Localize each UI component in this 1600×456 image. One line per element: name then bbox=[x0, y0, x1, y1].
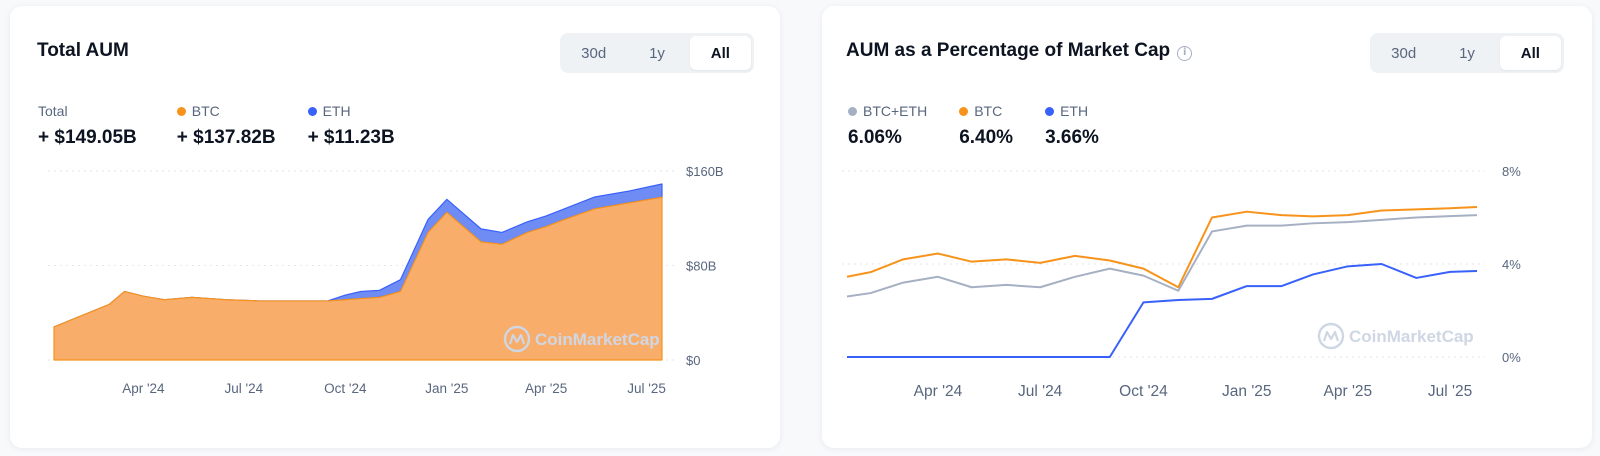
range-all-button[interactable]: All bbox=[689, 36, 751, 70]
legend-value: 3.66% bbox=[1045, 127, 1099, 148]
legend-item-total: Total + $149.05B bbox=[38, 102, 137, 149]
legend-value: + $149.05B bbox=[38, 127, 137, 148]
x-tick-label: Jul '25 bbox=[627, 381, 666, 396]
legend-item-btc: BTC 6.40% bbox=[959, 102, 1013, 149]
btc-area bbox=[53, 196, 663, 361]
btc-dot-icon bbox=[959, 106, 969, 116]
range-all-button[interactable]: All bbox=[1499, 36, 1561, 70]
coinmarketcap-logo-icon bbox=[1317, 322, 1345, 350]
legend-label: BTC bbox=[191, 103, 220, 119]
legend-label: ETH bbox=[1060, 103, 1089, 119]
btc-line bbox=[846, 206, 1478, 289]
legend-label: ETH bbox=[322, 103, 351, 119]
legend-item-eth: ETH + $11.23B bbox=[307, 102, 395, 149]
x-tick-label: Jan '25 bbox=[425, 381, 468, 396]
eth-dot-icon bbox=[307, 106, 317, 116]
legend-item-btc-eth: BTC+ETH 6.06% bbox=[848, 102, 927, 149]
range-30d-button[interactable]: 30d bbox=[1391, 44, 1417, 62]
y-tick-label: 0% bbox=[1502, 350, 1521, 365]
x-tick-label: Apr '25 bbox=[1324, 383, 1373, 400]
legend-label: Total bbox=[38, 103, 68, 119]
card-title: AUM as a Percentage of Market Cap i bbox=[846, 40, 1193, 62]
coinmarketcap-watermark: CoinMarketCap bbox=[503, 325, 660, 353]
y-tick-label: 8% bbox=[1502, 164, 1521, 179]
x-tick-label: Oct '24 bbox=[1119, 383, 1168, 400]
btc-eth-line bbox=[846, 214, 1478, 298]
card-title: Total AUM bbox=[37, 40, 129, 61]
btc-eth-dot-icon bbox=[848, 106, 857, 116]
aum-percentage-chart[interactable]: 0% 4% 8% Apr '24 Jul '24 Oct '24 Jan '25 Apr '2… bbox=[822, 6, 1592, 448]
range-1y-button[interactable]: 1y bbox=[649, 44, 665, 62]
x-tick-label: Jan '25 bbox=[1222, 383, 1272, 400]
x-tick-label: Jul '24 bbox=[224, 381, 263, 396]
x-tick-label: Oct '24 bbox=[324, 381, 367, 396]
coinmarketcap-logo-icon bbox=[503, 325, 531, 353]
range-selector: 30d 1y All bbox=[1370, 33, 1564, 73]
y-tick-label: $80B bbox=[686, 259, 716, 274]
x-tick-label: Apr '24 bbox=[914, 383, 963, 400]
eth-line bbox=[847, 263, 1478, 358]
legend-item-eth: ETH 3.66% bbox=[1045, 102, 1099, 149]
card-title-text: AUM as a Percentage of Market Cap bbox=[846, 40, 1171, 61]
legend-value: + $137.82B bbox=[176, 127, 276, 148]
range-30d-button[interactable]: 30d bbox=[581, 44, 607, 62]
y-tick-label: $0 bbox=[686, 353, 700, 368]
y-tick-label: 4% bbox=[1502, 257, 1521, 272]
y-tick-label: $160B bbox=[686, 164, 724, 179]
x-tick-label: Apr '25 bbox=[525, 381, 567, 396]
total-aum-card: Total AUM 30d 1y All Total + $149.05B BT… bbox=[10, 6, 780, 448]
legend-value: + $11.23B bbox=[307, 127, 395, 148]
legend-label: BTC bbox=[974, 103, 1003, 119]
coinmarketcap-watermark: CoinMarketCap bbox=[1317, 322, 1474, 350]
total-aum-chart[interactable]: $0 $80B $160B Apr '24 Jul '24 Oct '24 Jan '25 A… bbox=[10, 6, 780, 448]
aum-percentage-card: AUM as a Percentage of Market Cap i 30d 1… bbox=[822, 6, 1592, 448]
watermark-text: CoinMarketCap bbox=[1349, 327, 1474, 346]
eth-dot-icon bbox=[1045, 106, 1055, 116]
x-tick-label: Jul '25 bbox=[1428, 383, 1472, 400]
x-tick-label: Apr '24 bbox=[122, 381, 165, 396]
range-1y-button[interactable]: 1y bbox=[1459, 44, 1475, 62]
legend-item-btc: BTC + $137.82B bbox=[176, 102, 276, 149]
x-tick-label: Jul '24 bbox=[1018, 383, 1063, 400]
chart-legend: Total + $149.05B BTC + $137.82B ETH + $1… bbox=[38, 102, 427, 149]
range-selector: 30d 1y All bbox=[560, 33, 754, 73]
chart-legend: BTC+ETH 6.06% BTC 6.40% ETH 3.66% bbox=[848, 102, 1131, 149]
info-icon[interactable]: i bbox=[1177, 46, 1193, 61]
legend-value: 6.40% bbox=[959, 127, 1014, 148]
watermark-text: CoinMarketCap bbox=[535, 330, 660, 349]
btc-dot-icon bbox=[176, 106, 186, 116]
legend-value: 6.06% bbox=[848, 127, 902, 148]
legend-label: BTC+ETH bbox=[863, 103, 928, 119]
